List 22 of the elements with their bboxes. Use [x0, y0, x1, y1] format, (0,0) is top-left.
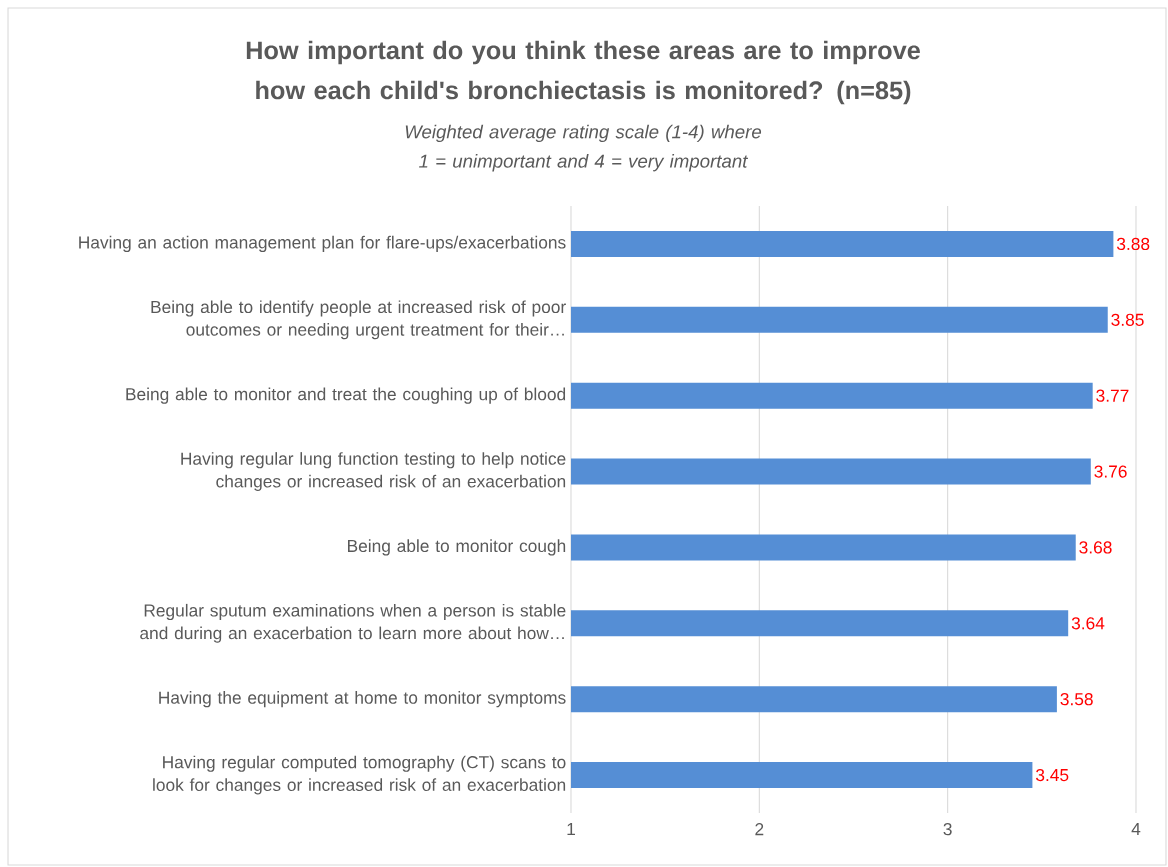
- y-tick-label: Regular sputum examinations when a person is stable and during an exacerbation to learn more about how…: [140, 603, 566, 643]
- x-tick-label: 4: [1131, 823, 1141, 835]
- data-label: 3.76: [1094, 465, 1127, 478]
- data-label: 3.85: [1111, 313, 1144, 326]
- y-tick-label: Being able to monitor cough: [348, 539, 566, 556]
- data-label: 3.58: [1060, 693, 1093, 706]
- y-tick-label: Having an action management plan for flare-ups/exacerbations: [79, 235, 566, 252]
- data-label: 3.64: [1071, 617, 1105, 630]
- y-tick-label: Being able to monitor and treat the coughing up of blood: [126, 387, 566, 404]
- chart-title: How important do you think these areas are to improve how each child's bronchiectasis is monitored? (n=85): [246, 40, 920, 105]
- y-tick-label: Having regular computed tomography (CT) scans to look for changes or increased risk of an exacerbation: [153, 755, 566, 795]
- y-tick-label: Being able to identify people at increased risk of poor outcomes or needing urgent treatment for their…: [151, 300, 566, 340]
- chart-subtitle: Weighted average rating scale (1-4) where 1 = unimportant and 4 = very important: [405, 124, 762, 172]
- data-label: 3.77: [1096, 389, 1129, 402]
- x-tick-label: 2: [755, 823, 764, 836]
- data-label: 3.45: [1036, 768, 1069, 782]
- data-label: 3.88: [1117, 237, 1150, 251]
- y-tick-label: Having the equipment at home to monitor symptoms: [159, 691, 566, 708]
- y-tick-label: Having regular lung function testing to help notice changes or increased risk of an exacerbation: [181, 452, 566, 491]
- x-tick-label: 3: [943, 823, 952, 836]
- x-tick-label: 1: [567, 823, 575, 835]
- data-label: 3.68: [1079, 541, 1112, 554]
